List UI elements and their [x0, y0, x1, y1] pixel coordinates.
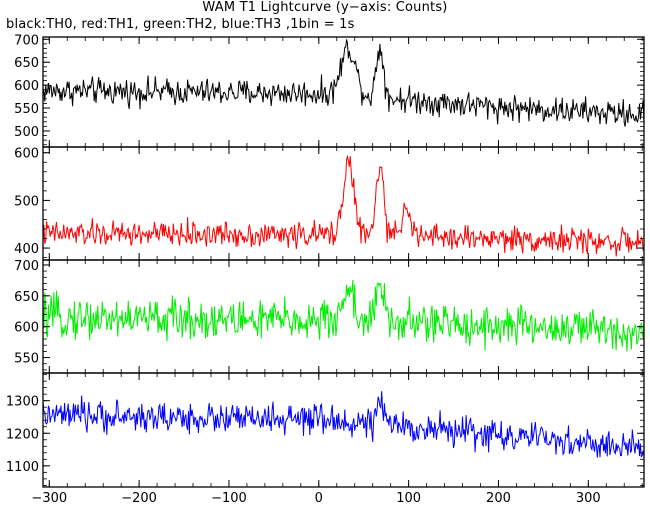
y-tick-label: 500	[14, 125, 39, 140]
x-tick-label: 100	[396, 491, 421, 505]
chart-legend-text: black:TH0, red:TH1, green:TH2, blue:TH3 …	[6, 17, 355, 32]
panel-th2: 550 600 650 700	[14, 259, 645, 374]
panel-th3: 1100 1200 1300	[6, 372, 645, 488]
panels-group: 500 550 600 650 700 400 500 600 550 600 650 700 1100…	[6, 33, 645, 488]
y-tick-label: 1200	[6, 427, 39, 442]
x-tick-label: −100	[211, 491, 247, 505]
x-tick-label: −200	[121, 491, 157, 505]
y-tick-label: 550	[14, 352, 39, 367]
y-tick-label: 650	[14, 56, 39, 71]
panel-frame	[42, 372, 645, 488]
x-tick-label: 300	[576, 491, 601, 505]
x-tick-label: 200	[486, 491, 511, 505]
series-line-th2	[43, 279, 644, 352]
y-tick-label: 700	[14, 33, 39, 48]
x-tick-labels: −300 −200 −100 0 100 200 300	[31, 491, 600, 505]
y-tick-label: 400	[14, 242, 39, 257]
y-tick-label: 600	[14, 321, 39, 336]
y-tick-label: 1300	[6, 395, 39, 410]
panel-th0: 500 550 600 650 700	[14, 33, 645, 148]
x-tick-label: −300	[31, 491, 67, 505]
y-tick-label: 1100	[6, 460, 39, 475]
panel-frame	[42, 259, 645, 374]
y-tick-label: 500	[14, 194, 39, 209]
series-line-th0	[43, 39, 644, 127]
y-tick-label: 600	[14, 79, 39, 94]
y-tick-label: 550	[14, 102, 39, 117]
y-tick-label: 650	[14, 290, 39, 305]
x-tick-label: 0	[315, 491, 323, 505]
y-tick-label: 600	[14, 147, 39, 162]
panel-frame	[42, 146, 645, 261]
y-tick-label: 700	[14, 259, 39, 274]
chart-title: WAM T1 Lightcurve (y−axis: Counts)	[202, 0, 448, 15]
series-line-th3	[43, 391, 644, 458]
series-line-th1	[43, 154, 644, 257]
panel-th1: 400 500 600	[14, 146, 645, 261]
